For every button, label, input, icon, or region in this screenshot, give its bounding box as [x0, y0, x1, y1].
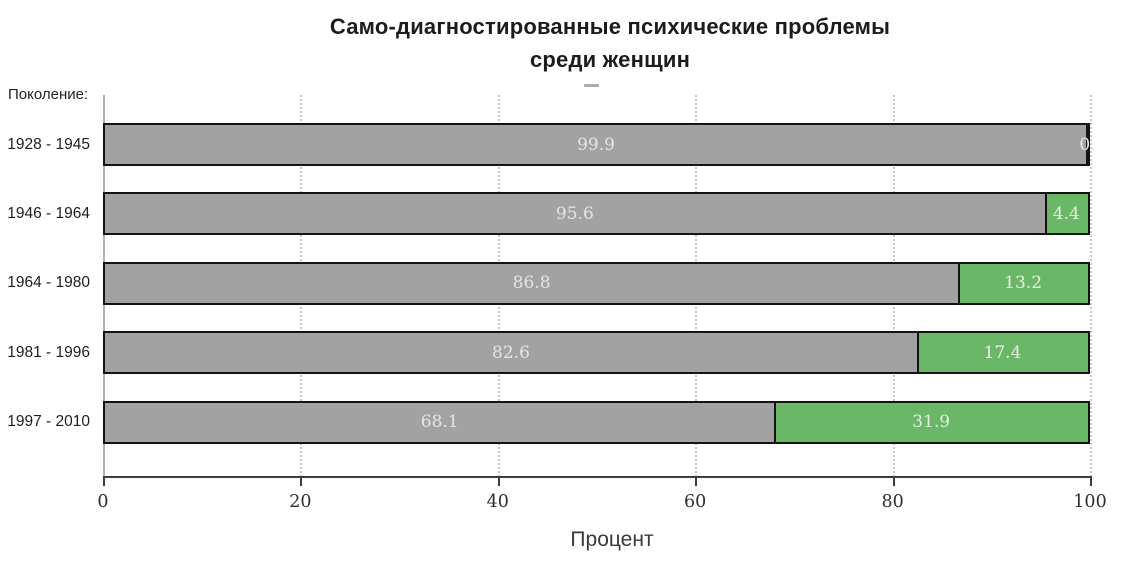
plot-area: 99.9 0. 95.6 4.4 86.8 13.2 82.6 17.4 68.1 31.9 [103, 95, 1096, 477]
x-tick-label: 100 [1073, 492, 1107, 512]
x-tick-label: 60 [684, 492, 707, 512]
green-value-label: 4.4 [1052, 203, 1080, 224]
x-tick [1090, 478, 1092, 486]
gray-segment [105, 402, 775, 442]
gray-segment [105, 125, 1086, 164]
green-value-label: 13.2 [1004, 273, 1043, 294]
y-tick-label: 1997 - 2010 [7, 413, 90, 431]
cropped-legend-fragment [584, 84, 599, 87]
x-tick-label: 80 [881, 492, 904, 512]
gray-segment [105, 263, 959, 303]
gridline-100 [1090, 95, 1092, 477]
y-axis-title: Поколение: [8, 86, 89, 103]
x-axis-title: Процент [570, 528, 654, 551]
x-tick-label: 0 [97, 492, 109, 512]
x-tick-label: 20 [289, 492, 312, 512]
bar-row-1981-1996: 82.6 17.4 [103, 331, 1090, 375]
green-value-label: 0. [1079, 134, 1096, 155]
gray-segment [105, 194, 1045, 234]
x-tick [892, 478, 895, 486]
bar-row-1946-1964: 95.6 4.4 [103, 192, 1090, 236]
y-tick-label: 1946 - 1964 [7, 204, 90, 222]
green-segment [774, 402, 1088, 442]
y-tick-label: 1928 - 1945 [7, 135, 90, 153]
gray-value-label: 95.6 [555, 203, 594, 224]
x-tick [103, 478, 105, 486]
green-segment [1044, 194, 1088, 234]
gray-value-label: 82.6 [492, 342, 530, 363]
bar-row-1928-1945: 99.9 0. [103, 123, 1096, 166]
gray-value-label: 99.9 [577, 134, 615, 155]
chart-title-line-1: Само-диагностированные психические пробл… [329, 14, 891, 39]
gray-value-label: 86.8 [512, 273, 551, 294]
green-segment [958, 263, 1088, 303]
green-value-label: 31.9 [912, 412, 951, 433]
y-axis-labels: 1928 - 1945 1946 - 1964 1964 - 1980 1981 - … [0, 95, 96, 477]
chart-title: Само-диагностированные психические пробл… [150, 10, 1070, 76]
gray-value-label: 68.1 [420, 412, 459, 433]
bar-row-1997-2010: 68.1 31.9 [103, 400, 1090, 444]
x-tick [300, 478, 303, 486]
x-tick [497, 478, 500, 486]
y-tick-label: 1981 - 1996 [7, 343, 90, 361]
green-segment [1086, 125, 1088, 164]
y-tick-label: 1964 - 1980 [7, 274, 90, 292]
chart-title-line-2: среди женщин [529, 47, 691, 72]
x-tick [695, 478, 698, 486]
green-segment [916, 333, 1088, 373]
x-tick-label: 40 [486, 492, 509, 512]
gray-segment [105, 333, 917, 373]
bar-row-1964-1980: 86.8 13.2 [103, 261, 1090, 305]
x-axis-line [103, 476, 1092, 478]
green-value-label: 17.4 [983, 342, 1022, 363]
